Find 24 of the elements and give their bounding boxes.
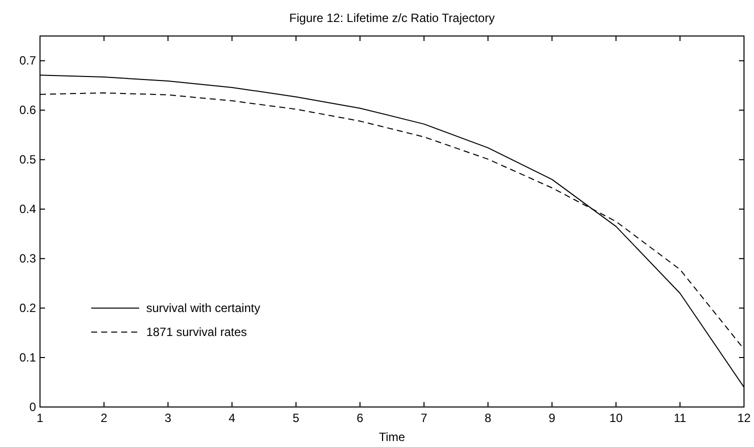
x-tick-label: 1 <box>36 411 44 425</box>
y-tick-label: 0 <box>29 400 36 414</box>
legend-label: survival with certainty <box>146 301 260 316</box>
y-tick-label: 0.3 <box>19 252 36 266</box>
y-tick-label: 0.5 <box>19 152 36 167</box>
x-tick-label: 5 <box>292 411 300 425</box>
chart-title: Figure 12: Lifetime z/c Ratio Trajectory <box>289 11 495 25</box>
x-tick-label: 3 <box>164 411 172 425</box>
y-tick-label: 0.7 <box>19 54 36 68</box>
x-tick-label: 2 <box>100 411 108 425</box>
y-tick-label: 0.4 <box>19 202 36 216</box>
x-tick-label: 12 <box>737 411 751 425</box>
x-tick-label: 11 <box>674 411 687 425</box>
x-tick-label: 9 <box>548 411 556 425</box>
x-axis-title: Time <box>378 430 406 444</box>
x-tick-label: 8 <box>484 411 492 425</box>
y-tick-label: 0.6 <box>19 103 36 118</box>
y-tick-label: 0.2 <box>19 301 36 316</box>
legend-label: 1871 survival rates <box>146 325 247 340</box>
y-tick-label: 0.1 <box>19 350 36 365</box>
x-tick-label: 6 <box>356 411 364 425</box>
x-tick-label: 10 <box>609 411 623 425</box>
x-tick-label: 4 <box>228 411 236 425</box>
x-tick-label: 7 <box>420 411 428 425</box>
